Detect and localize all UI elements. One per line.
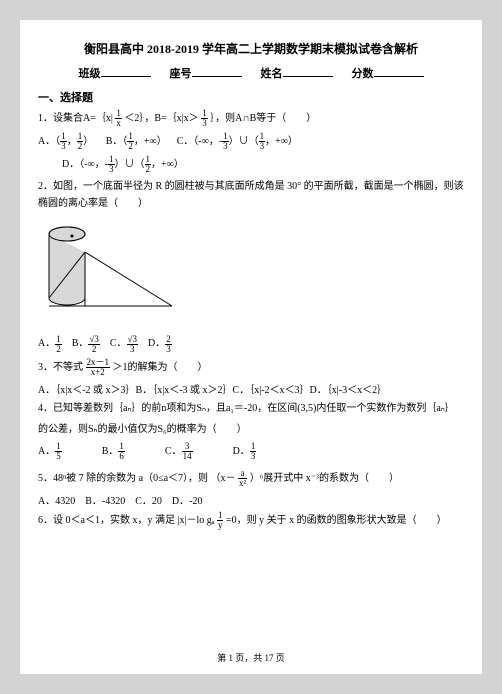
class-blank <box>101 66 151 77</box>
q2-opts: A．12 B．√32 C．√33 D．23 <box>38 334 464 353</box>
q2B: B． <box>72 338 89 349</box>
q1D-b: ）∪（ <box>115 159 145 170</box>
q1B-b: ，+∞） <box>134 136 167 147</box>
q2-stem: 2．如图，一个底面半径为 R 的圆柱被与其底面所成角是 30° 的平面所截，截面… <box>38 178 464 212</box>
q4Cd: 14 <box>182 452 193 461</box>
q1-fr2d: 3 <box>201 119 208 128</box>
q2Cd: 3 <box>127 345 138 354</box>
q1-text-c: ｝，则A∩B等于（ ） <box>210 113 316 124</box>
doc-title: 衡阳县高中 2018-2019 学年高二上学期数学期末模拟试卷含解析 <box>38 40 464 57</box>
q3a: 3．不等式 <box>38 361 83 372</box>
q4-stem-b: 的公差，则Sₙ的最小值仅为S₆的概率为（ ） <box>38 421 464 438</box>
q1B-a: B．（ <box>106 136 128 147</box>
q1-stem: 1．设集合A=｛x| 1x ＜2｝，B=｛x|x＞ 13 ｝，则A∩B等于（ ） <box>38 109 464 128</box>
name-blank <box>283 66 333 77</box>
q1C-a: C．（-∞，- <box>177 136 222 147</box>
q6fd: y <box>217 521 224 530</box>
q1-opts-row1: A．（13，12） B．（12，+∞） C．（-∞，-13）∪（13，+∞） <box>38 132 464 151</box>
q2Bd: 2 <box>88 345 99 354</box>
section-1-heading: 一、选择题 <box>38 89 464 105</box>
q4Bd: 6 <box>118 452 125 461</box>
q1-fr1d: x <box>115 119 122 128</box>
q4B: B． <box>102 446 119 457</box>
q6-stem: 6．设 0＜a＜1，实数 x，y 满足 |x|－lo gₐ 1y =0，则 y … <box>38 511 464 530</box>
q1D-a: D．（-∞，- <box>62 159 108 170</box>
q1-text-b: ＜2｝，B=｛x|x＞ <box>124 113 198 124</box>
name-label: 姓名 <box>261 68 283 80</box>
q2-figure <box>42 218 464 328</box>
q3-stem: 3．不等式 2x－1x+2 ＞1的解集为（ ） <box>38 358 464 377</box>
q1-opts-row2: D．（-∞，-13）∪（12，+∞） <box>62 155 464 174</box>
q4-opts: A．15 B．16 C．314 D．13 <box>38 442 464 461</box>
q1C-c: ，+∞） <box>265 136 298 147</box>
page: 衡阳县高中 2018-2019 学年高二上学期数学期末模拟试卷含解析 班级 座号… <box>20 20 482 674</box>
q2Ad: 2 <box>55 345 62 354</box>
q3b: ＞1的解集为（ ） <box>113 361 208 372</box>
q5-stem: 5．48ⁿ被 7 除的余数为 a（0≤a＜7），则 （x－ ax² ）⁶展开式中… <box>38 469 464 488</box>
q2A: A． <box>38 338 55 349</box>
q4D: D． <box>233 446 250 457</box>
q5a: 5．48ⁿ被 7 除的余数为 a（0≤a＜7），则 （x－ <box>38 473 236 484</box>
seat-blank <box>192 66 242 77</box>
q4A: A． <box>38 446 55 457</box>
score-label: 分数 <box>352 68 374 80</box>
q1-text-a: 1．设集合A=｛x| <box>38 113 113 124</box>
q4C: C． <box>165 446 182 457</box>
q1A-a: A．（ <box>38 136 60 147</box>
q1A-c: ） <box>83 136 93 147</box>
page-footer: 第 1 页，共 17 页 <box>20 651 482 664</box>
q2D: D． <box>148 338 165 349</box>
class-label: 班级 <box>79 68 101 80</box>
q3-opts: A．｛x|x＜-2 或 x＞3｝B．｛x|x＜-3 或 x＞2｝C．｛x|-2＜… <box>38 381 464 396</box>
q5fd: x² <box>238 479 247 488</box>
q1D-c: ，+∞） <box>151 159 184 170</box>
q6b: =0，则 y 关于 x 的函数的图象形状大致是（ ） <box>226 515 447 526</box>
q2C: C． <box>110 338 127 349</box>
score-blank <box>374 66 424 77</box>
q1C-b: ）∪（ <box>229 136 259 147</box>
q4Ad: 5 <box>55 452 62 461</box>
q5b: ）⁶展开式中 x⁻³的系数为（ ） <box>250 473 399 484</box>
q4-stem-a: 4．已知等差数列｛aₙ｝的前n项和为Sₙ，且a₁＝-20，在区间(3,5)内任取… <box>38 400 464 417</box>
seat-label: 座号 <box>170 68 192 80</box>
q5-opts: A．4320 B．-4320 C．20 D．-20 <box>38 492 464 507</box>
q3fd: x+2 <box>86 368 111 377</box>
header-row: 班级 座号 姓名 分数 <box>38 65 464 81</box>
q1A-b: ， <box>67 136 77 147</box>
q4Dd: 3 <box>250 452 257 461</box>
q6a: 6．设 0＜a＜1，实数 x，y 满足 |x|－lo gₐ <box>38 515 214 526</box>
q2Dd: 3 <box>165 345 172 354</box>
